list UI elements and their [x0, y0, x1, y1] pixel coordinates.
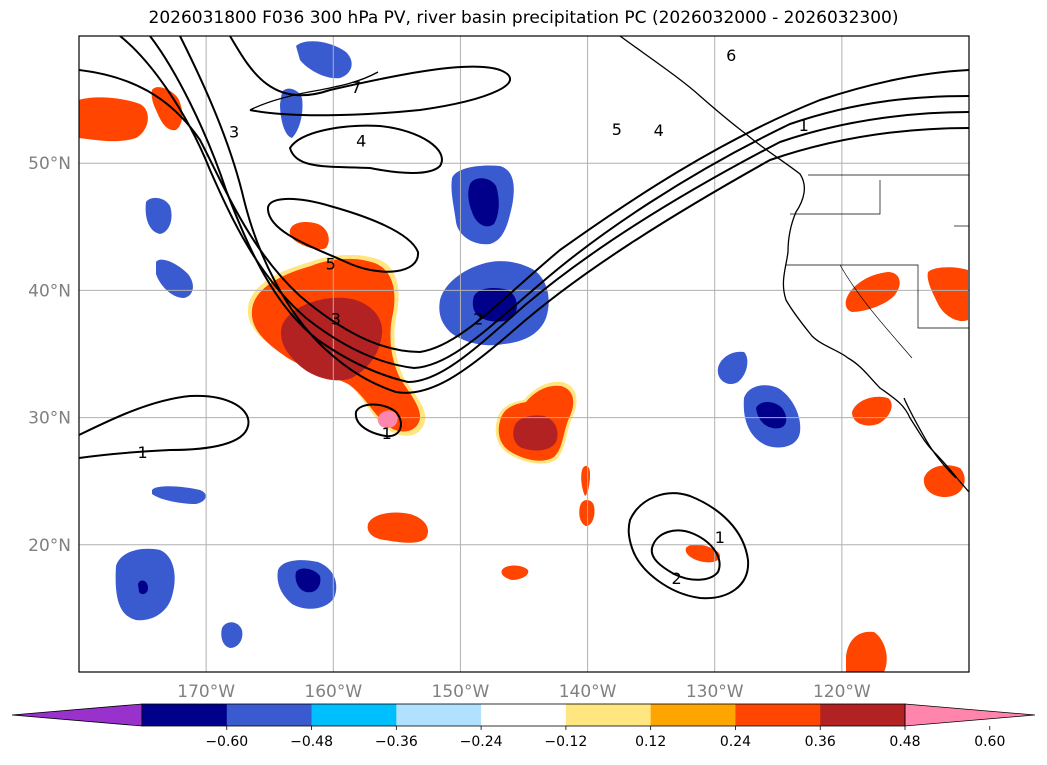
pv-contour — [179, 36, 969, 394]
map-layer: 1 1 3 5 2 4 7 5 4 6 1 1 2 3 — [79, 36, 969, 672]
precip-positive-region — [579, 500, 595, 526]
precip-positive-region — [79, 97, 148, 142]
pv-contour — [229, 36, 512, 117]
precip-positive-region — [501, 565, 529, 580]
colorbar-tick-label: 0.12 — [635, 734, 666, 750]
contour-label: 1 — [799, 116, 809, 135]
latitude-tick-labels: 20°N 30°N 40°N 50°N — [28, 154, 71, 556]
precip-positive-region — [367, 512, 429, 543]
lon-tick-label: 130°W — [686, 682, 744, 702]
pv-contour — [119, 36, 969, 370]
gridlines — [79, 36, 969, 672]
contour-label: 7 — [351, 78, 361, 97]
precip-positive-peak — [377, 410, 398, 428]
lon-tick-label: 150°W — [432, 682, 490, 702]
colorbar-segment — [481, 704, 567, 726]
colorbar-extend-low — [11, 703, 143, 727]
precip-positive-region — [845, 272, 900, 312]
pv-contour — [267, 197, 420, 273]
state-border — [790, 180, 881, 215]
precip-positive-region — [923, 465, 965, 498]
map-frame — [78, 35, 970, 673]
colorbar-tick-label: −0.12 — [544, 734, 587, 750]
precip-negative-region — [717, 351, 748, 385]
lat-tick-label: 50°N — [28, 154, 71, 174]
contour-label: 1 — [137, 443, 147, 462]
baja-coastline — [903, 397, 957, 479]
precip-negative-core — [138, 580, 148, 595]
lon-tick-label: 160°W — [304, 682, 362, 702]
pv-contour — [79, 69, 969, 354]
colorbar-tick-label: −0.36 — [375, 734, 418, 750]
precip-positive-region — [927, 267, 968, 322]
precip-negative-core — [468, 178, 499, 227]
alaska-coastline — [249, 71, 379, 111]
colorbar-tick-label: 0.24 — [720, 734, 751, 750]
colorbar-segment — [396, 704, 482, 726]
colorbar-tick-label: 0.36 — [805, 734, 836, 750]
pv-contour — [650, 529, 721, 581]
colorbar-tick-label: −0.24 — [460, 734, 503, 750]
pv-contour — [354, 403, 402, 438]
colorbar-segment — [735, 704, 821, 726]
precip-negative-core — [295, 568, 321, 593]
colorbar-frame — [141, 703, 906, 727]
contour-label: 1 — [382, 424, 392, 443]
pv-contour — [149, 36, 969, 384]
precip-negative-core — [756, 402, 787, 429]
state-borders — [786, 174, 969, 359]
north-america-coastline — [619, 36, 969, 493]
colorbar-tick-label: 0.48 — [889, 734, 920, 750]
contour-label: 3 — [229, 122, 239, 141]
chart-title: 2026031800 F036 300 hPa PV, river basin … — [148, 8, 899, 28]
precip-negative-region — [296, 41, 352, 79]
precip-negative-region — [145, 197, 172, 234]
precip-positive-core — [513, 415, 558, 451]
lat-tick-label: 30°N — [28, 409, 71, 429]
pv-contour — [627, 492, 750, 600]
colorbar-segment — [142, 704, 228, 726]
lon-tick-label: 170°W — [177, 682, 235, 702]
lon-tick-label: 140°W — [559, 682, 617, 702]
contour-label: 4 — [356, 131, 366, 150]
lat-tick-label: 40°N — [28, 281, 71, 301]
contour-label: 5 — [612, 120, 622, 139]
coastlines — [249, 36, 969, 493]
contour-label: 1 — [715, 528, 725, 547]
colorbar-segment — [311, 704, 397, 726]
precip-positive-region — [852, 396, 892, 426]
state-border — [786, 264, 969, 329]
contour-label: 3 — [331, 309, 341, 328]
lon-tick-label: 120°W — [813, 682, 871, 702]
pv-contour — [79, 394, 250, 459]
precip-negative-region — [280, 88, 303, 138]
precip-positive-region — [685, 544, 721, 563]
colorbar-tick-label: −0.60 — [205, 734, 248, 750]
contour-label: 2 — [671, 569, 681, 588]
contour-label: 6 — [726, 46, 736, 65]
precip-positive-region — [846, 631, 887, 672]
precip-negative-region — [156, 259, 193, 298]
colorbar-tick-label: 0.60 — [974, 734, 1005, 750]
contour-labels: 1 1 3 5 2 4 7 5 4 6 1 1 2 3 — [137, 46, 808, 588]
colorbar-tick-label: −0.48 — [290, 734, 333, 750]
colorbar-segment — [565, 704, 652, 726]
colorbar-segment — [820, 704, 906, 726]
colorbar-extend-high — [904, 703, 1036, 727]
contour-label: 4 — [654, 121, 664, 140]
colorbar-segment — [650, 704, 736, 726]
precip-negative-region — [221, 622, 243, 648]
precip-negative-region — [152, 486, 206, 504]
longitude-tick-labels: 170°W 160°W 150°W 140°W 130°W 120°W — [177, 682, 871, 702]
precip-positive-region — [289, 222, 329, 250]
pv-contour — [288, 124, 443, 174]
colorbar: −0.60 −0.48 −0.36 −0.24 −0.12 0.12 0.24 0.36 0.4… — [11, 703, 1036, 750]
contour-label: 2 — [473, 309, 483, 328]
colorbar-segment — [226, 704, 313, 726]
state-border — [839, 264, 913, 359]
pv-contours — [79, 36, 969, 600]
contour-label: 5 — [326, 255, 336, 274]
lat-tick-label: 20°N — [28, 536, 71, 556]
